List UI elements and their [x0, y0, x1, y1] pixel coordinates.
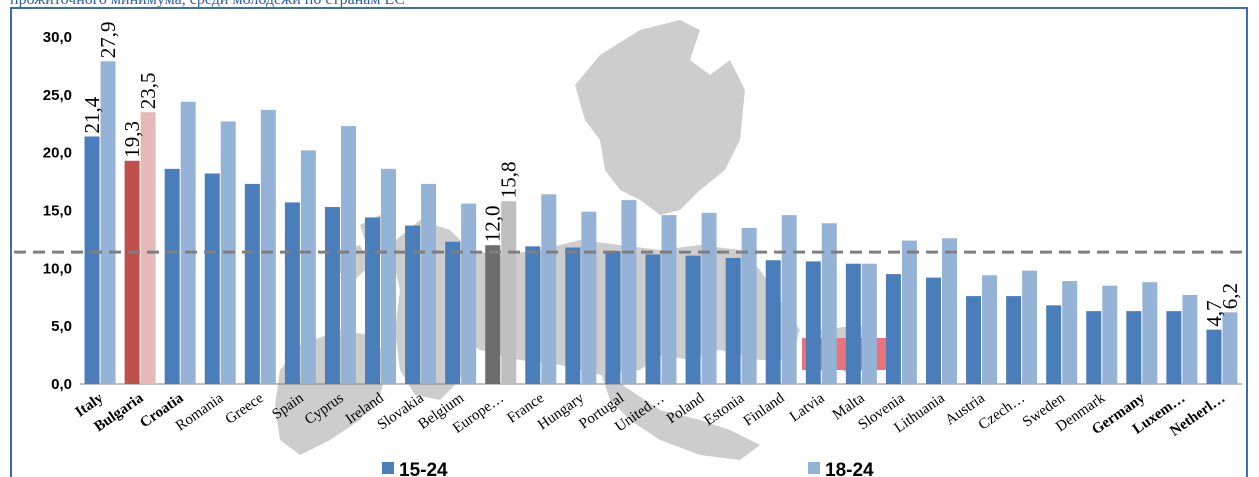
bar-18-24: [982, 275, 998, 384]
bar-18-24: [621, 200, 637, 384]
bar-18-24: [541, 194, 557, 384]
bar-data-label: 21,4: [80, 96, 104, 133]
bar-15-24: [84, 136, 100, 384]
y-tick-label: 15,0: [43, 203, 72, 220]
bar-18-24: [861, 263, 877, 384]
bar-15-24: [405, 225, 421, 384]
bar-18-24: [701, 212, 717, 384]
category-label: Hungary: [535, 390, 588, 433]
bar-18-24: [821, 223, 837, 384]
bar-15-24: [244, 183, 260, 384]
bar-18-24: [340, 126, 356, 385]
bar-18-24: [1222, 312, 1238, 384]
bar-18-24: [1102, 285, 1118, 384]
chart-frame: [10, 7, 1248, 477]
category-label: Estonia: [701, 390, 747, 429]
bar-15-24: [365, 217, 381, 384]
bar-18-24: [1182, 294, 1198, 384]
bar-data-label: 4,7: [1202, 300, 1226, 326]
bar-15-24: [164, 168, 180, 384]
bar-18-24: [941, 238, 957, 384]
bar-15-24: [1126, 311, 1142, 384]
bar-data-label: 6,2: [1218, 283, 1242, 309]
bar-data-label: 19,3: [120, 121, 144, 158]
bar-data-label: 15,8: [497, 161, 521, 198]
bar-18-24: [140, 112, 156, 384]
bar-15-24: [805, 261, 821, 384]
bar-18-24: [661, 215, 677, 384]
bar-15-24: [1086, 311, 1102, 384]
bar-18-24: [461, 203, 477, 384]
bar-15-24: [124, 160, 140, 384]
bar-15-24: [645, 254, 661, 384]
bar-15-24: [565, 247, 581, 384]
legend-label: 15-24: [399, 460, 448, 477]
y-tick-label: 20,0: [43, 145, 72, 162]
bar-15-24: [725, 257, 741, 384]
bar-data-label: 27,9: [96, 22, 120, 59]
bar-15-24: [485, 245, 501, 384]
map-region-1: [625, 60, 665, 160]
bar-data-label: 23,5: [136, 72, 160, 109]
bar-18-24: [741, 227, 757, 384]
bar-15-24: [204, 173, 220, 384]
bar-15-24: [685, 255, 701, 384]
bar-18-24: [421, 183, 437, 384]
chart-caption: прожиточного минимума, среди молодежи по…: [10, 0, 405, 9]
legend-label: 18-24: [825, 460, 874, 477]
bar-18-24: [180, 101, 196, 385]
bar-18-24: [1142, 282, 1158, 384]
bar-18-24: [300, 150, 316, 384]
bar-15-24: [284, 202, 300, 384]
bar-15-24: [525, 246, 541, 384]
bar-18-24: [1022, 270, 1038, 384]
map-region-0: [575, 20, 745, 215]
bar-18-24: [381, 168, 397, 384]
bar-15-24: [1166, 311, 1182, 384]
bar-data-label: 12,0: [481, 205, 505, 242]
bar-18-24: [501, 201, 517, 384]
bar-15-24: [925, 277, 941, 384]
y-tick-label: 30,0: [43, 29, 72, 46]
bar-15-24: [1046, 305, 1062, 384]
category-label: Greece: [223, 390, 267, 428]
bar-15-24: [324, 207, 340, 384]
bar-18-24: [581, 211, 597, 384]
bar-15-24: [966, 296, 982, 384]
y-tick-label: 0,0: [51, 376, 72, 393]
category-label: Finland: [741, 390, 788, 430]
legend-swatch: [382, 462, 394, 474]
bar-18-24: [781, 215, 797, 384]
category-label: Latvia: [787, 390, 828, 425]
category-label: Czech…: [976, 390, 1028, 433]
bar-18-24: [260, 109, 276, 385]
bar-18-24: [100, 61, 116, 384]
legend-swatch: [808, 462, 820, 474]
bar-15-24: [845, 263, 861, 384]
map-region-4: [600, 370, 760, 460]
bar-15-24: [765, 260, 781, 384]
y-tick-label: 10,0: [43, 260, 72, 277]
bar-18-24: [901, 240, 917, 384]
bar-15-24: [605, 250, 621, 384]
y-tick-label: 25,0: [43, 87, 72, 104]
bar-15-24: [1006, 296, 1022, 384]
bar-15-24: [885, 274, 901, 384]
bar-15-24: [1206, 329, 1222, 384]
bar-15-24: [445, 241, 461, 384]
y-tick-label: 5,0: [51, 318, 72, 335]
bar-18-24: [1062, 281, 1078, 384]
